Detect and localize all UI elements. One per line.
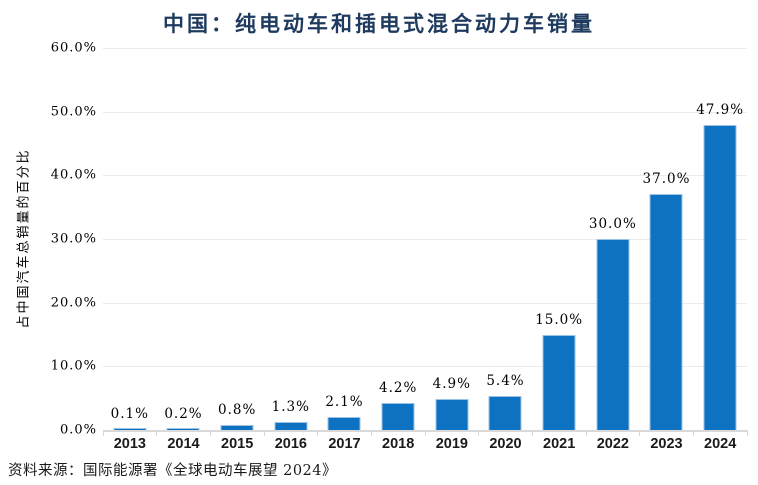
gridline: [103, 366, 747, 368]
plot-area: 0.1% 0.2% 0.8% 1.3% 2.1% 4.2% 4.9% 5.4% 15.0% 30.…: [103, 48, 747, 432]
x-tick-label: 2016: [274, 436, 307, 452]
bar-value-label: 37.0%: [642, 171, 691, 188]
bar-value-label: 0.1%: [110, 406, 149, 423]
bar-slot: 0.8%: [210, 48, 264, 430]
bar-slot: 4.2%: [371, 48, 425, 430]
bar: [220, 424, 254, 430]
y-tick-label: 50.0%: [50, 104, 97, 120]
x-tick-mark: [263, 430, 265, 436]
y-tick-label: 20.0%: [50, 295, 97, 311]
bar: [166, 428, 200, 430]
x-tick-mark: [317, 430, 319, 436]
bar: [596, 239, 630, 430]
bar-slot: 30.0%: [586, 48, 640, 430]
x-tick-label: 2018: [382, 436, 415, 452]
bar-value-label: 0.2%: [164, 405, 203, 422]
x-tick-mark: [156, 430, 158, 436]
bar: [327, 416, 361, 430]
y-tick-label: 0.0%: [59, 422, 97, 438]
x-tick-mark: [370, 430, 372, 436]
y-tick-label: 30.0%: [50, 231, 97, 247]
y-tick-label: 60.0%: [50, 40, 97, 56]
bar-value-label: 2.1%: [325, 393, 364, 410]
bar-value-label: 0.8%: [218, 401, 257, 418]
x-axis: 2013 2014 2015 2016 2017 2018 2019 2020 2021 2022…: [102, 430, 748, 456]
x-tick-label: 2013: [113, 436, 146, 452]
bar-slot: 15.0%: [532, 48, 586, 430]
x-tick-mark: [102, 430, 104, 436]
bar: [274, 421, 308, 430]
bar: [488, 395, 522, 430]
bar: [381, 403, 415, 430]
x-tick-mark: [692, 430, 694, 436]
bar-slot: 47.9%: [693, 48, 747, 430]
bar: [703, 125, 737, 430]
bar-value-label: 4.2%: [379, 380, 418, 397]
x-tick-label: 2024: [704, 436, 737, 452]
bar-value-label: 47.9%: [696, 102, 745, 119]
x-tick-label: 2017: [328, 436, 361, 452]
x-tick-mark: [639, 430, 641, 436]
bar-value-label: 5.4%: [486, 372, 525, 389]
gridline: [103, 111, 747, 113]
bar-value-label: 15.0%: [535, 311, 584, 328]
bar-slot: 0.1%: [103, 48, 157, 430]
bar-slot: 2.1%: [318, 48, 372, 430]
bar: [113, 428, 147, 430]
x-tick-label: 2021: [543, 436, 576, 452]
bar-value-label: 4.9%: [432, 375, 471, 392]
x-tick-mark: [531, 430, 533, 436]
gridline: [103, 48, 747, 49]
x-tick-label: 2019: [435, 436, 468, 452]
y-axis-ticks: 0.0% 10.0% 20.0% 30.0% 40.0% 50.0% 60.0%: [0, 41, 97, 438]
x-tick-label: 2014: [167, 436, 200, 452]
bar-value-label: 30.0%: [588, 216, 637, 232]
bar-value-label: 1.3%: [271, 398, 310, 415]
x-tick-mark: [424, 430, 426, 436]
x-tick-mark: [746, 430, 748, 436]
x-tick-label: 2015: [221, 436, 254, 452]
y-tick-label: 40.0%: [50, 167, 97, 183]
bar: [435, 398, 469, 430]
bar-slot: 4.9%: [425, 48, 479, 430]
bar-slot: 5.4%: [479, 48, 533, 430]
bar: [649, 194, 683, 430]
bar-slot: 1.3%: [264, 48, 318, 430]
chart-title: 中国：纯电动车和插电式混合动力车销量: [163, 11, 595, 36]
gridline: [103, 239, 747, 240]
bar: [542, 334, 576, 430]
y-tick-label: 10.0%: [50, 358, 97, 374]
x-tick-mark: [585, 430, 587, 436]
bar-slot: 37.0%: [640, 48, 694, 430]
gridline: [103, 175, 747, 177]
x-tick-label: 2022: [596, 436, 629, 452]
x-tick-label: 2020: [489, 436, 522, 452]
x-tick-mark: [209, 430, 211, 436]
gridline: [103, 302, 747, 304]
bar-slot: 0.2%: [157, 48, 211, 430]
x-tick-label: 2023: [650, 436, 683, 452]
source-note: 资料来源：国际能源署《全球电动车展望 2024》: [8, 463, 338, 479]
x-tick-mark: [478, 430, 480, 436]
